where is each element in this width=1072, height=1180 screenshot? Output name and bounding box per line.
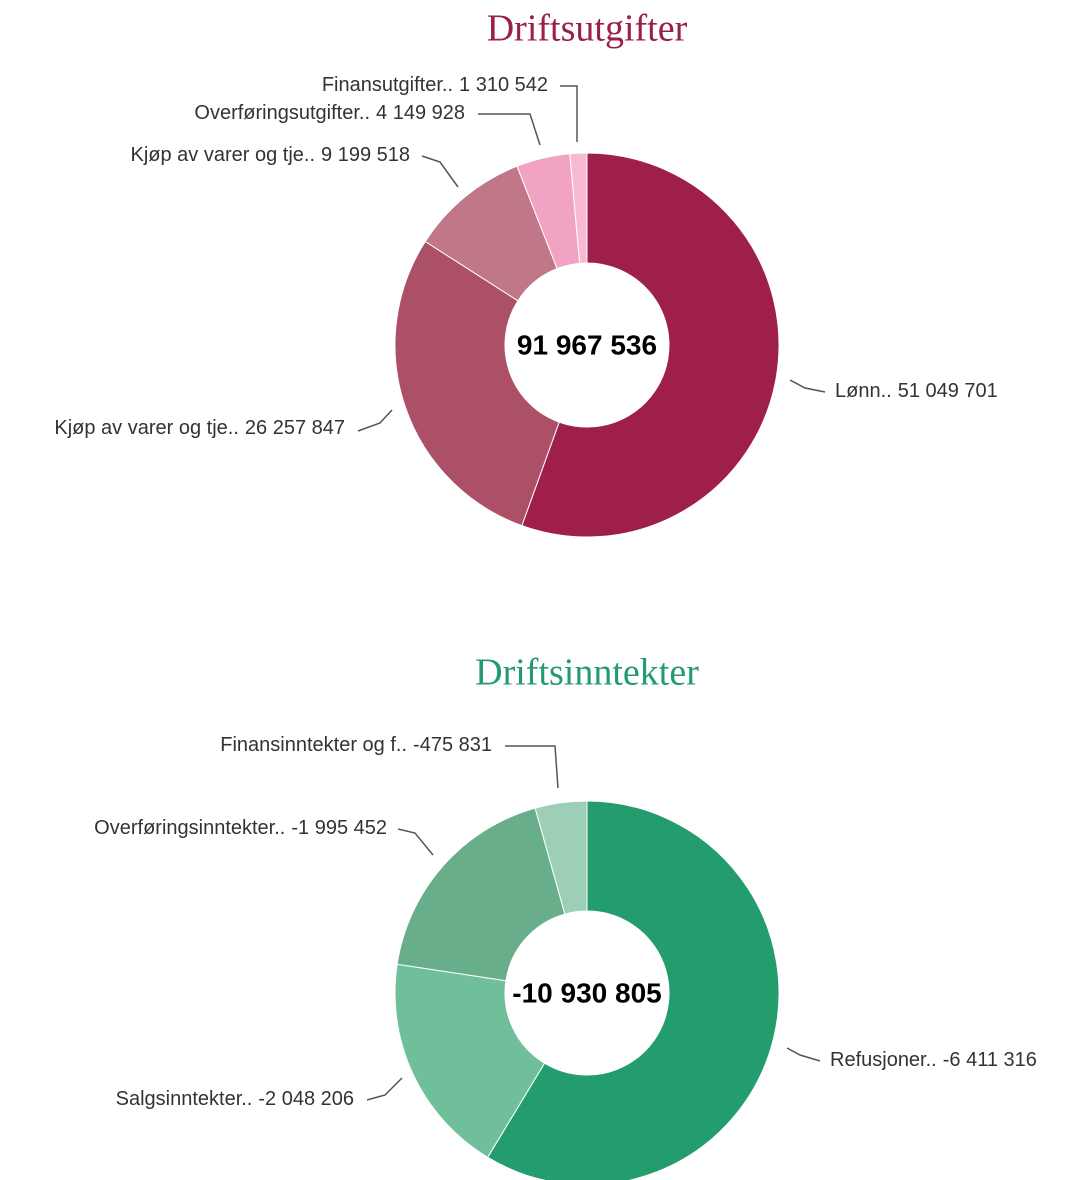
leader-line <box>786 1047 821 1062</box>
slice-category: Overføringsutgifter.. <box>194 102 370 124</box>
slice-label: Lønn.. 51 049 701 <box>835 380 998 402</box>
leader-line <box>421 155 459 188</box>
slice-label: Overføringsutgifter.. 4 149 928 <box>194 102 465 124</box>
center-total: -10 930 805 <box>512 977 661 1008</box>
slice-label: Finansutgifter.. 1 310 542 <box>322 74 548 96</box>
slice-category: Kjøp av varer og tje.. <box>130 144 315 166</box>
donut-chart: Driftsinntekter Refusjoner.. -6 411 316 Sal… <box>94 652 1037 1180</box>
donut-slice <box>521 152 780 538</box>
slice-value: -1 995 452 <box>291 817 387 839</box>
donut-slice <box>569 152 588 264</box>
slice-category: Overføringsinntekter.. <box>94 817 285 839</box>
leader-line <box>505 745 559 789</box>
slice-value: 9 199 518 <box>321 144 410 166</box>
slice-label: Overføringsinntekter.. -1 995 452 <box>94 817 387 839</box>
leader-line <box>789 379 826 393</box>
leader-line <box>357 409 393 432</box>
leader-line <box>478 113 541 146</box>
slice-value: 26 257 847 <box>245 417 345 439</box>
donut-slice <box>394 240 560 527</box>
slice-category: Salgsinntekter.. <box>116 1088 253 1110</box>
donut-slice <box>396 807 566 982</box>
slice-value: -475 831 <box>413 734 492 756</box>
slice-label: Kjøp av varer og tje.. 9 199 518 <box>130 144 410 166</box>
slice-value: -2 048 206 <box>258 1088 354 1110</box>
slice-category: Finansinntekter og f.. <box>220 734 407 756</box>
donut-slice <box>486 800 780 1180</box>
slice-label: Kjøp av varer og tje.. 26 257 847 <box>54 417 345 439</box>
slice-label: Salgsinntekter.. -2 048 206 <box>116 1088 354 1110</box>
leader-line <box>560 85 578 142</box>
center-total: 91 967 536 <box>517 329 657 360</box>
slice-value: 4 149 928 <box>376 102 465 124</box>
slice-value: 51 049 701 <box>898 380 998 402</box>
slice-category: Kjøp av varer og tje.. <box>54 417 239 439</box>
slice-category: Lønn.. <box>835 380 892 402</box>
slice-label: Refusjoner.. -6 411 316 <box>830 1049 1037 1071</box>
slice-value: -6 411 316 <box>943 1049 1037 1071</box>
slice-label: Finansinntekter og f.. -475 831 <box>220 734 492 756</box>
slice-category: Refusjoner.. <box>830 1049 937 1071</box>
slice-category: Finansutgifter.. <box>322 74 453 96</box>
leader-line <box>397 828 434 856</box>
donut-slice <box>394 963 546 1158</box>
chart-title: Driftsinntekter <box>475 652 699 694</box>
donut-slice <box>534 800 588 915</box>
slice-value: 1 310 542 <box>459 74 548 96</box>
donut-chart: Driftsutgifter Lønn.. 51 049 701 Kjøp av va… <box>54 8 998 538</box>
leader-line <box>366 1077 403 1101</box>
chart-title: Driftsutgifter <box>487 8 688 50</box>
